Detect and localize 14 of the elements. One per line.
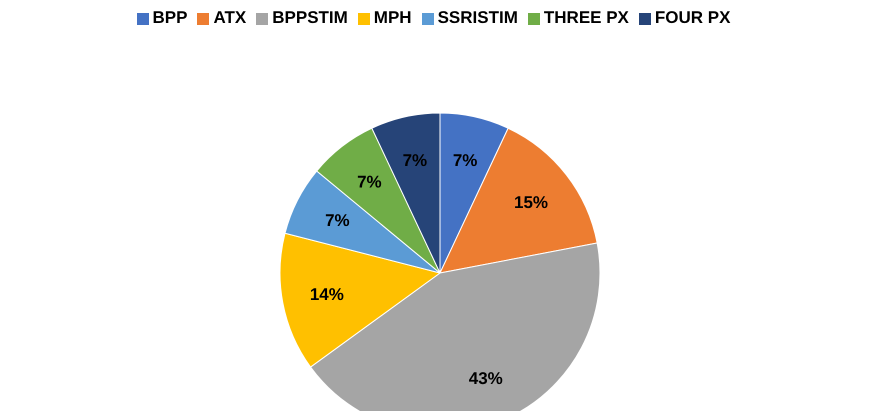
data-label: 7% [325, 211, 350, 230]
legend-label: MPH [374, 8, 412, 27]
legend-label: ATX [213, 8, 246, 27]
legend-label: BPPSTIM [272, 8, 348, 27]
data-label: 43% [468, 369, 503, 388]
legend-label: BPP [152, 8, 188, 27]
data-label: 15% [514, 192, 548, 212]
legend-label: THREE PX [544, 8, 629, 27]
data-label: 14% [310, 285, 344, 304]
data-label: 7% [402, 151, 428, 170]
data-label: 7% [452, 151, 478, 170]
legend-label: FOUR PX [654, 8, 730, 27]
data-label: 7% [357, 172, 382, 192]
legend-label: SSRISTIM [438, 8, 518, 27]
